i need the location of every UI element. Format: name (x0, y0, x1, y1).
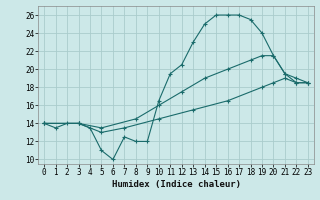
X-axis label: Humidex (Indice chaleur): Humidex (Indice chaleur) (111, 180, 241, 189)
